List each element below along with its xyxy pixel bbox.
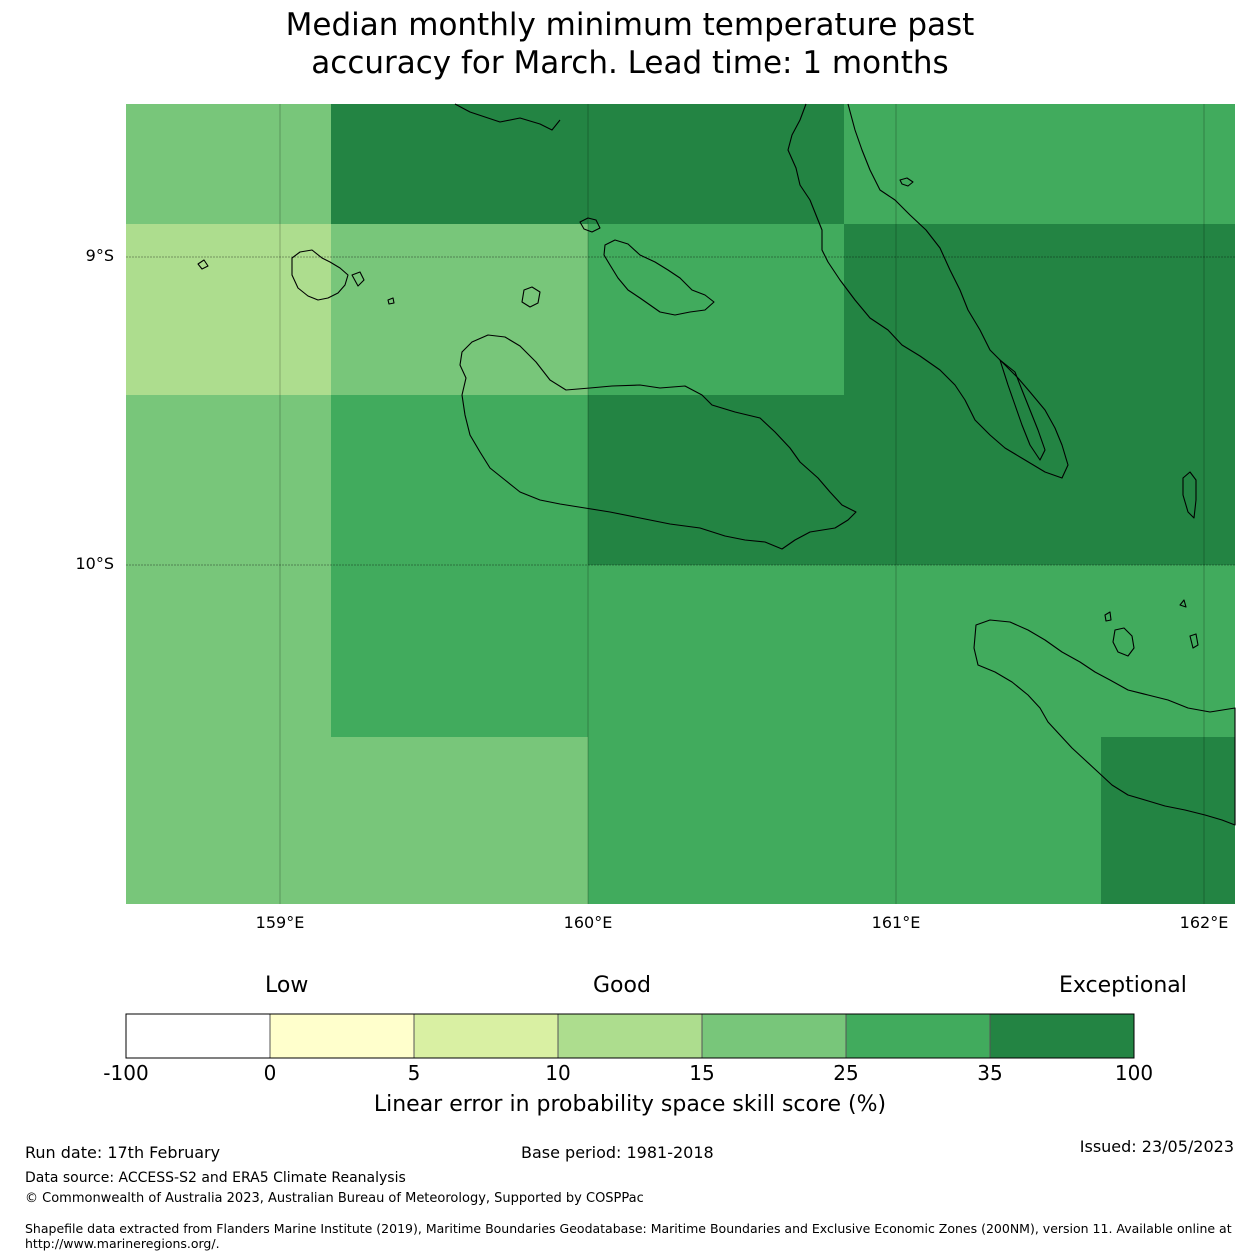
coast-makira [973, 619, 1236, 826]
coast-islet-east-2 [1179, 599, 1187, 608]
issued-date: Issued: 23/05/2023 [1079, 1137, 1234, 1156]
graticule [279, 104, 1205, 904]
coast-savo [521, 286, 541, 308]
coast-north-islets [454, 103, 561, 131]
colorbar-segment [845, 1013, 991, 1059]
coast-ugi [1112, 627, 1135, 657]
colorbar-heading-low: Low [265, 973, 309, 998]
coast-malaita-islet [899, 177, 914, 187]
copyright: © Commonwealth of Australia 2023, Austra… [25, 1191, 644, 1206]
colorbar-tick: -100 [103, 1061, 149, 1085]
grid-cell [126, 104, 331, 224]
coast-malaita-north [787, 103, 1069, 479]
coast-islet-small [387, 297, 395, 305]
lon-label-162e: 162°E [1179, 913, 1229, 932]
colorbar-label: Linear error in probability space skill … [373, 1092, 887, 1117]
colorbar-segment [701, 1013, 847, 1059]
grid-cell [844, 224, 1235, 565]
colorbar-segment [989, 1013, 1135, 1059]
colorbar-tick: 100 [1114, 1061, 1154, 1085]
chart-title: Median monthly minimum temperature past … [0, 6, 1260, 82]
coastlines [197, 103, 1236, 826]
colorbar-frame [125, 1013, 1135, 1059]
colorbar-segment [125, 1013, 271, 1059]
colorbar-tick: 0 [263, 1061, 277, 1085]
colorbar-tick: 15 [689, 1061, 715, 1085]
coast-islet-east-1 [1104, 611, 1112, 622]
grid-cell [588, 224, 844, 395]
colorbar-heading-good: Good [593, 973, 651, 998]
lon-label-161e: 161°E [871, 913, 921, 932]
grid-cell [1101, 737, 1235, 904]
coast-islet-east-3 [1189, 633, 1199, 649]
coast-islet-west [197, 259, 209, 270]
coast-guadalcanal [459, 334, 857, 550]
title-line-1: Median monthly minimum temperature past [285, 7, 975, 43]
colorbar-segment [413, 1013, 559, 1059]
parallels [126, 256, 1235, 566]
title-line-2: accuracy for March. Lead time: 1 months [311, 45, 949, 81]
shapefile-url: http://www.marineregions.org/. [25, 1236, 220, 1251]
colorbar-tick: 10 [545, 1061, 571, 1085]
coast-russell-east [351, 271, 365, 287]
grid-cell [844, 104, 1235, 224]
grid-cell [126, 395, 331, 904]
colorbar-tick: 5 [407, 1061, 421, 1085]
base-period: Base period: 1981-2018 [521, 1143, 714, 1162]
lat-label-10s: 10°S [75, 554, 114, 573]
lon-label-159e: 159°E [255, 913, 305, 932]
grid-cell [331, 395, 588, 737]
data-source: Data source: ACCESS-S2 and ERA5 Climate … [25, 1170, 406, 1186]
colorbar-tick: 35 [977, 1061, 1003, 1085]
run-date: Run date: 17th February [25, 1143, 221, 1162]
grid-cell [331, 224, 588, 395]
skill-grid [126, 104, 1235, 904]
grid-cell [126, 224, 331, 395]
lat-label-9s: 9°S [85, 246, 114, 265]
shapefile-credit: Shapefile data extracted from Flanders M… [25, 1221, 1232, 1236]
colorbar-segment [557, 1013, 703, 1059]
coast-islet-east-4 [1182, 471, 1197, 519]
colorbar-segments [125, 1013, 1135, 1059]
colorbar-tick: 25 [833, 1061, 859, 1085]
lon-label-160e: 160°E [563, 913, 613, 932]
coast-malaita-inlet [999, 359, 1046, 461]
coast-north-islet-2 [579, 217, 601, 233]
coast-florida-islands [603, 239, 715, 316]
grid-cell [331, 104, 844, 224]
grid-cell [331, 737, 588, 904]
colorbar-segment [269, 1013, 415, 1059]
colorbar-heading-exceptional: Exceptional [1059, 973, 1187, 998]
coast-russell-islands [291, 249, 349, 301]
